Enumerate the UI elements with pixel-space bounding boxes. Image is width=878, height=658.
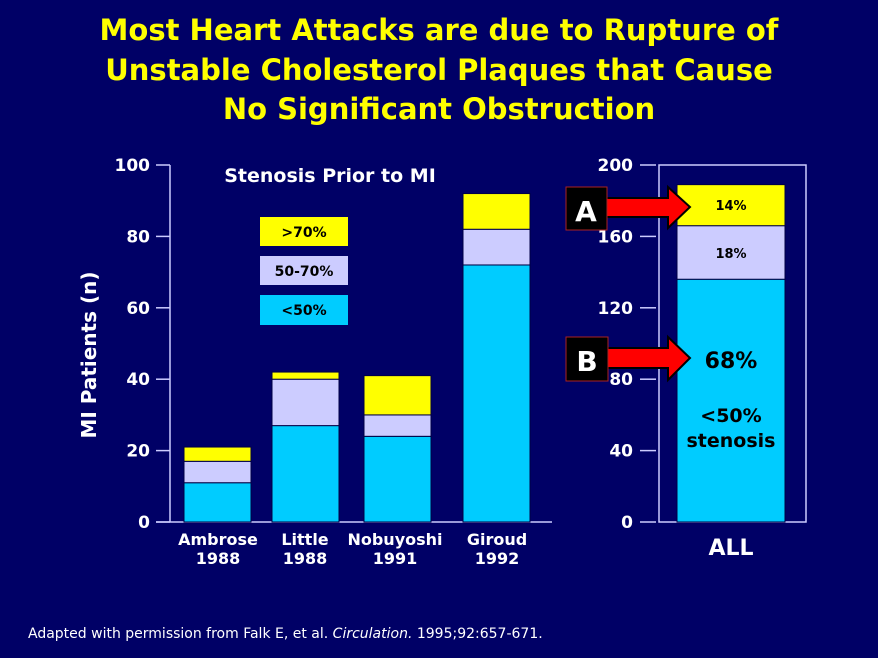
bar-segment: [271, 371, 340, 380]
y-tick-label: 100: [115, 156, 151, 176]
annotation-b: B: [565, 334, 692, 383]
category-label-all: ALL: [708, 536, 753, 561]
bar-segment: [363, 414, 432, 437]
y-axis-label: MI Patients (n): [77, 271, 101, 438]
bar-segment: [183, 446, 252, 462]
annotation-b-box: [565, 336, 609, 382]
y-tick-label: 40: [126, 370, 150, 390]
y-tick-label: 120: [598, 299, 634, 319]
legend-label-lt50: <50%: [281, 303, 326, 319]
y-tick-label: 80: [609, 370, 633, 390]
data-label-50-70: 18%: [715, 247, 746, 262]
bar-segment: [363, 375, 432, 416]
sublabel-lt50-line1: <50%: [700, 405, 761, 427]
footnote-prefix: Adapted with permission from Falk E, et …: [28, 626, 333, 642]
chart-title: Stenosis Prior to MI: [224, 165, 436, 187]
data-label-lt50: 68%: [705, 349, 758, 374]
legend-label-gt70: >70%: [281, 225, 326, 241]
footnote-suffix: 1995;92:657-671.: [412, 626, 542, 642]
bar-segment: [676, 225, 786, 280]
category-label: Giroud: [467, 530, 527, 549]
title-line-2: Unstable Cholesterol Plaques that Cause: [105, 53, 773, 87]
title-line-1: Most Heart Attacks are due to Rupture of: [100, 13, 779, 47]
bar-segment: [271, 425, 340, 523]
y-tick-label: 20: [126, 442, 150, 462]
bar-segment: [676, 278, 786, 523]
right-chart: 0 40 80 120 160 200 ALL 14% 18% 68% <50% sten…: [565, 156, 807, 561]
y-tick-label: 0: [138, 513, 150, 533]
legend: >70% 50-70% <50%: [260, 217, 348, 325]
category-label: 1992: [475, 549, 520, 568]
legend-swatch-50-70: [260, 256, 348, 285]
sublabel-lt50-line2: stenosis: [687, 430, 776, 452]
annotation-a: A: [565, 184, 692, 231]
category-label: 1988: [283, 549, 328, 568]
y-tick-label: 160: [598, 227, 634, 247]
bar-segment: [462, 264, 531, 523]
footnote: Adapted with permission from Falk E, et …: [28, 626, 543, 642]
bar-segment: [183, 460, 252, 484]
footnote-journal: Circulation.: [333, 626, 413, 642]
category-label: 1988: [196, 549, 241, 568]
left-chart: Stenosis Prior to MI MI Patients (n) 0 20…: [77, 156, 552, 568]
y-tick-label: 0: [621, 513, 633, 533]
legend-swatch-gt70: [260, 217, 348, 246]
bar-segment: [462, 228, 531, 266]
title-line-3: No Significant Obstruction: [223, 92, 655, 126]
bar-segment: [462, 193, 531, 230]
category-label: Little: [281, 530, 328, 549]
annotation-a-label: A: [575, 195, 597, 228]
annotation-a-box: [565, 186, 608, 231]
arrow-b-icon: [605, 334, 692, 383]
y-tick-label: 200: [598, 156, 634, 176]
y-tick-label: 80: [126, 227, 150, 247]
data-label-gt70: 14%: [715, 199, 746, 214]
bar-segment: [271, 378, 340, 427]
bar-segment: [363, 435, 432, 523]
y-tick-label: 60: [126, 299, 150, 319]
legend-label-50-70: 50-70%: [275, 264, 334, 280]
bar-segment: [183, 482, 252, 523]
category-label: Ambrose: [178, 530, 258, 549]
y-tick-label: 40: [609, 442, 633, 462]
arrow-a-icon: [605, 184, 692, 231]
category-label: 1991: [373, 549, 418, 568]
category-label: Nobuyoshi: [347, 530, 442, 549]
legend-swatch-lt50: [260, 295, 348, 325]
annotation-b-label: B: [576, 345, 597, 378]
